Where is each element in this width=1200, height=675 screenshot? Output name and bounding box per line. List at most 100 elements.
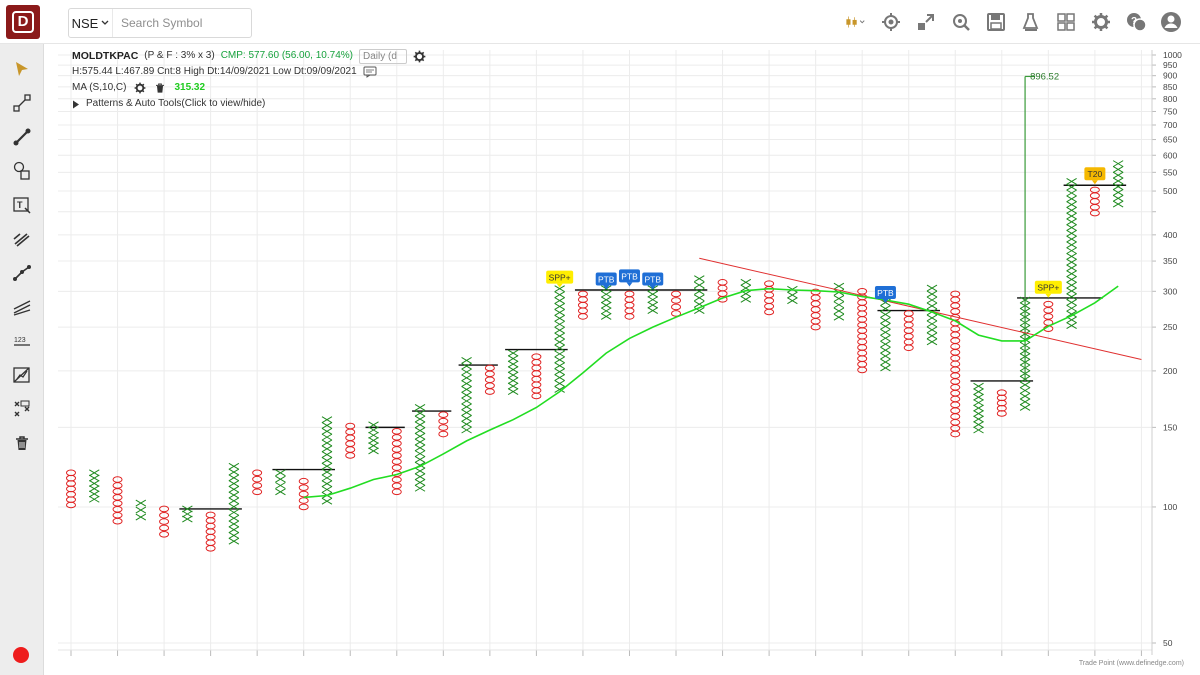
chevron-down-icon xyxy=(101,20,109,25)
badge-box xyxy=(618,269,640,283)
layout-grid-icon[interactable] xyxy=(1055,11,1077,33)
x-box xyxy=(926,290,938,298)
x-box xyxy=(1112,165,1124,173)
x-box xyxy=(926,338,938,346)
x-box xyxy=(1066,178,1077,185)
x-box xyxy=(1066,264,1077,272)
settings-icon[interactable] xyxy=(1090,11,1112,33)
gear-icon[interactable] xyxy=(413,50,426,63)
ma-settings-icon[interactable] xyxy=(134,82,146,94)
ma-delete-icon[interactable] xyxy=(154,82,166,94)
shapes-icon[interactable] xyxy=(9,158,35,184)
x-box xyxy=(321,451,333,459)
x-box xyxy=(321,416,333,424)
price-tick-label: 200 xyxy=(1163,366,1177,376)
x-box xyxy=(414,432,426,440)
scanner-icon[interactable] xyxy=(1020,11,1042,33)
chart-settings-icon[interactable] xyxy=(880,11,902,33)
o-box xyxy=(252,469,263,477)
projection-icon[interactable] xyxy=(9,362,35,388)
comment-icon[interactable] xyxy=(363,66,377,78)
o-box xyxy=(950,430,961,438)
patterns-label: Patterns & Auto Tools(Click to view/hide… xyxy=(86,98,266,109)
user-icon[interactable] xyxy=(1160,11,1182,33)
spp-badge: SPP+ xyxy=(1034,280,1062,298)
ma-value: 315.32 xyxy=(174,82,206,93)
badge-pointer xyxy=(556,283,563,288)
price-tick-label: 800 xyxy=(1163,94,1177,104)
x-box xyxy=(507,377,519,385)
o-column xyxy=(205,511,216,552)
x-box xyxy=(1112,171,1124,179)
x-column xyxy=(89,469,100,503)
o-box xyxy=(438,430,449,438)
x-column xyxy=(1066,178,1077,329)
x-box xyxy=(880,352,891,360)
badge-box xyxy=(595,272,617,286)
x-box xyxy=(89,474,100,482)
x-box xyxy=(461,403,472,411)
x-box xyxy=(1019,381,1031,389)
x-column xyxy=(973,382,984,434)
badge-box xyxy=(874,285,896,299)
x-box xyxy=(228,508,240,516)
x-box xyxy=(414,484,426,492)
o-box xyxy=(671,290,682,298)
zoom-settings-icon[interactable] xyxy=(950,11,972,33)
x-box xyxy=(321,480,333,488)
trendline-icon[interactable] xyxy=(9,124,35,150)
x-box xyxy=(461,391,472,399)
pattern-tool-icon[interactable] xyxy=(9,396,35,422)
fib-tool-icon[interactable] xyxy=(9,226,35,252)
save-icon[interactable] xyxy=(985,11,1007,33)
resize-icon[interactable] xyxy=(915,11,937,33)
x-box xyxy=(321,456,333,464)
path-tool-icon[interactable] xyxy=(9,260,35,286)
delete-icon[interactable] xyxy=(9,430,35,456)
o-box xyxy=(1089,209,1100,217)
x-box xyxy=(880,316,891,324)
x-box xyxy=(228,497,240,505)
x-box xyxy=(973,421,984,428)
x-box xyxy=(507,382,519,390)
search-input[interactable] xyxy=(113,10,243,36)
x-box xyxy=(461,374,472,382)
x-box xyxy=(228,462,240,470)
o-column xyxy=(950,290,961,438)
o-box xyxy=(298,497,309,504)
o-column xyxy=(252,469,263,496)
line-tool-icon[interactable] xyxy=(9,90,35,116)
price-tick-label: 700 xyxy=(1163,120,1177,130)
x-box xyxy=(694,281,705,289)
badge-label: PTB xyxy=(598,274,615,284)
patterns-toggle[interactable]: Patterns & Auto Tools(Click to view/hide… xyxy=(72,96,426,112)
channel-tool-icon[interactable] xyxy=(9,294,35,320)
x-box xyxy=(461,414,472,422)
x-box xyxy=(1066,235,1077,243)
badge-box xyxy=(546,270,574,284)
text-tool-icon[interactable]: T xyxy=(9,192,35,218)
x-box xyxy=(414,473,426,481)
x-box xyxy=(647,301,659,309)
exchange-dropdown[interactable]: NSE xyxy=(69,9,113,37)
x-box xyxy=(461,420,472,428)
x-box xyxy=(1066,258,1077,266)
measure-icon[interactable]: 123 xyxy=(9,328,35,354)
x-box xyxy=(321,445,333,453)
x-box xyxy=(1066,276,1077,283)
x-box xyxy=(554,350,565,358)
help-chat-icon[interactable]: ? xyxy=(1125,11,1147,33)
x-box xyxy=(228,526,240,534)
record-status-dot[interactable] xyxy=(13,647,29,663)
timeframe-select[interactable]: Daily (d xyxy=(359,48,407,64)
pointer-icon[interactable] xyxy=(9,56,35,82)
o-column xyxy=(577,290,588,320)
badge-pointer xyxy=(626,282,633,287)
x-column xyxy=(694,275,705,314)
candlestick-icon[interactable] xyxy=(845,11,867,33)
x-box xyxy=(554,326,565,334)
x-column xyxy=(414,404,426,492)
app-logo[interactable]: D xyxy=(6,5,40,39)
x-box xyxy=(414,404,426,411)
